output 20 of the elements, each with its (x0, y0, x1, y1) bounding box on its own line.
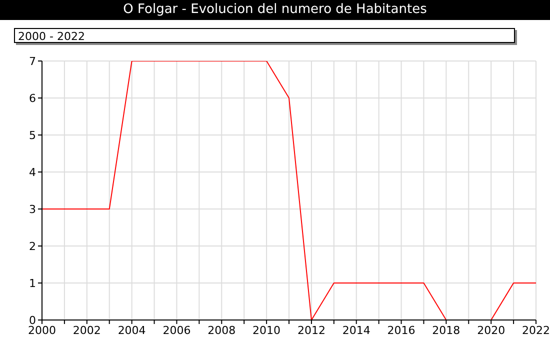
y-tick-label: 4 (29, 166, 36, 179)
x-tick-label: 2022 (522, 324, 550, 337)
y-tick-label: 7 (29, 54, 36, 68)
chart-title: O Folgar - Evolucion del numero de Habitantes (0, 0, 550, 20)
x-tick-label: 2004 (118, 324, 146, 337)
x-tick-label: 2002 (72, 324, 101, 337)
y-tick-label: 3 (29, 202, 36, 216)
y-tick-label: 1 (29, 276, 36, 290)
x-tick-label: 2018 (432, 324, 460, 337)
x-tick-label: 2012 (297, 324, 326, 337)
x-tick-label: 2014 (342, 324, 370, 337)
x-tick-label: 2008 (208, 324, 236, 337)
y-tick-label: 5 (29, 128, 36, 142)
y-tick-label: 2 (29, 240, 36, 253)
x-tick-label: 2010 (252, 324, 281, 337)
x-tick-label: 2006 (162, 324, 191, 337)
x-tick-label: 2016 (387, 324, 416, 337)
text: 2000 - 2022 (14, 28, 515, 43)
y-tick-label: 6 (29, 92, 36, 105)
x-tick-label: 2020 (477, 324, 506, 337)
